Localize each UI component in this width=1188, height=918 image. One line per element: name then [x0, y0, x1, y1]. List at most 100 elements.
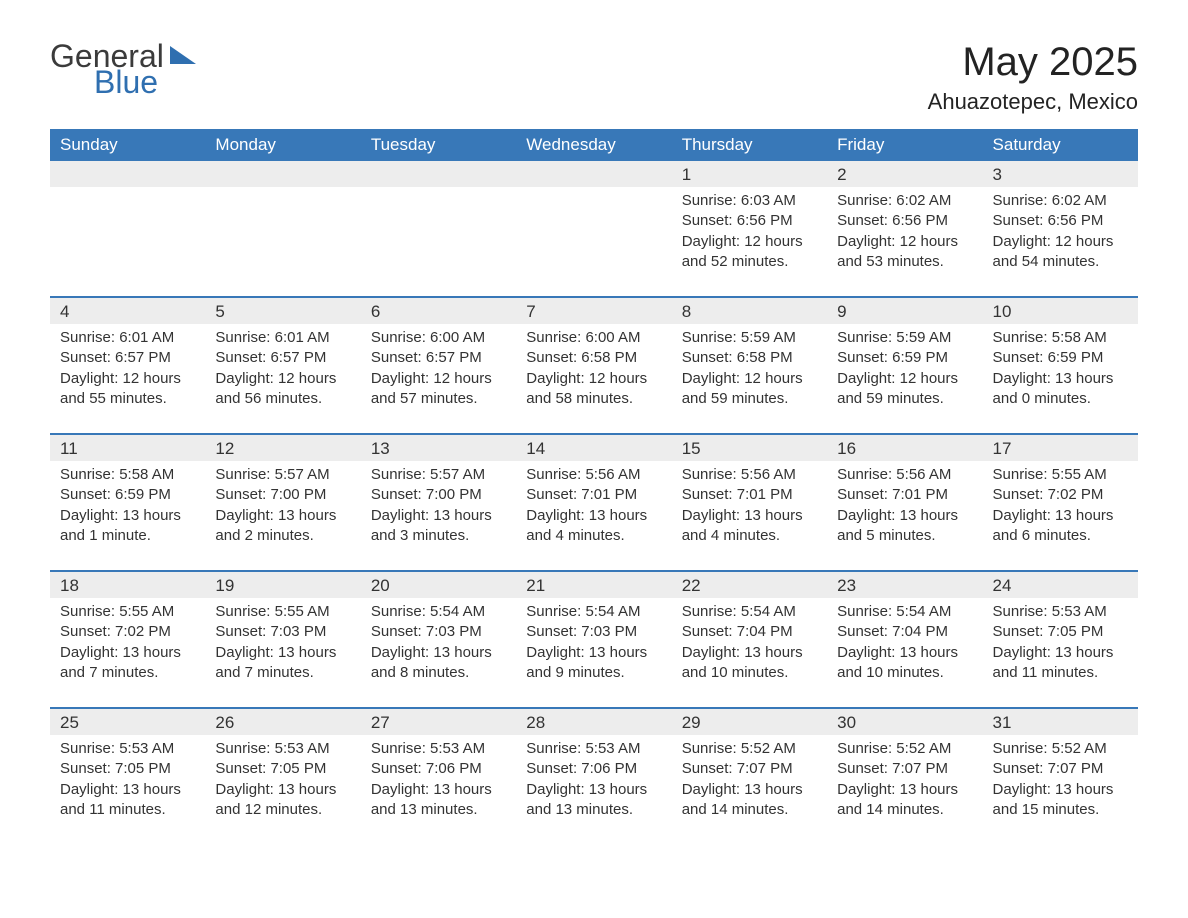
- day-cell: Sunrise: 5:54 AMSunset: 7:04 PMDaylight:…: [827, 598, 982, 708]
- day-cell: Sunrise: 5:56 AMSunset: 7:01 PMDaylight:…: [516, 461, 671, 571]
- day-cell: Sunrise: 5:58 AMSunset: 6:59 PMDaylight:…: [50, 461, 205, 571]
- sunrise-text: Sunrise: 5:52 AM: [837, 739, 972, 759]
- day-number: 9: [827, 298, 982, 324]
- empty-cell: [516, 187, 671, 297]
- day-cell: Sunrise: 6:01 AMSunset: 6:57 PMDaylight:…: [50, 324, 205, 434]
- daylight-text: Daylight: 13 hours and 11 minutes.: [993, 643, 1128, 684]
- day-cell: Sunrise: 5:55 AMSunset: 7:03 PMDaylight:…: [205, 598, 360, 708]
- daylight-text: Daylight: 13 hours and 6 minutes.: [993, 506, 1128, 547]
- sunrise-text: Sunrise: 6:02 AM: [837, 191, 972, 211]
- day-cell: Sunrise: 6:00 AMSunset: 6:58 PMDaylight:…: [516, 324, 671, 434]
- sunrise-text: Sunrise: 5:53 AM: [371, 739, 506, 759]
- day-body-row: Sunrise: 6:01 AMSunset: 6:57 PMDaylight:…: [50, 324, 1138, 434]
- sunrise-text: Sunrise: 5:56 AM: [837, 465, 972, 485]
- day-cell: Sunrise: 5:53 AMSunset: 7:06 PMDaylight:…: [516, 735, 671, 845]
- daylight-text: Daylight: 12 hours and 59 minutes.: [837, 369, 972, 410]
- day-number: 8: [672, 298, 827, 324]
- daylight-text: Daylight: 12 hours and 55 minutes.: [60, 369, 195, 410]
- sunrise-text: Sunrise: 5:54 AM: [371, 602, 506, 622]
- daylight-text: Daylight: 12 hours and 54 minutes.: [993, 232, 1128, 273]
- day-cell: Sunrise: 5:59 AMSunset: 6:59 PMDaylight:…: [827, 324, 982, 434]
- daylight-text: Daylight: 13 hours and 12 minutes.: [215, 780, 350, 821]
- day-number: 6: [361, 298, 516, 324]
- sunset-text: Sunset: 7:07 PM: [993, 759, 1128, 779]
- sunrise-text: Sunrise: 5:56 AM: [526, 465, 661, 485]
- dow-friday: Friday: [827, 129, 982, 161]
- empty-cell: [361, 161, 516, 187]
- daylight-text: Daylight: 13 hours and 10 minutes.: [837, 643, 972, 684]
- day-number: 12: [205, 435, 360, 461]
- day-cell: Sunrise: 5:54 AMSunset: 7:03 PMDaylight:…: [361, 598, 516, 708]
- daylight-text: Daylight: 13 hours and 14 minutes.: [837, 780, 972, 821]
- day-number: 13: [361, 435, 516, 461]
- sunrise-text: Sunrise: 6:00 AM: [526, 328, 661, 348]
- day-number: 14: [516, 435, 671, 461]
- day-number: 22: [672, 572, 827, 598]
- day-number: 18: [50, 572, 205, 598]
- daylight-text: Daylight: 13 hours and 2 minutes.: [215, 506, 350, 547]
- day-of-week-row: SundayMondayTuesdayWednesdayThursdayFrid…: [50, 129, 1138, 161]
- logo-text-block: General Blue: [50, 40, 164, 98]
- day-cell: Sunrise: 5:59 AMSunset: 6:58 PMDaylight:…: [672, 324, 827, 434]
- empty-cell: [50, 161, 205, 187]
- day-number: 26: [205, 709, 360, 735]
- daylight-text: Daylight: 12 hours and 53 minutes.: [837, 232, 972, 273]
- dow-saturday: Saturday: [983, 129, 1138, 161]
- day-cell: Sunrise: 5:58 AMSunset: 6:59 PMDaylight:…: [983, 324, 1138, 434]
- sunrise-text: Sunrise: 5:52 AM: [993, 739, 1128, 759]
- logo: General Blue: [50, 40, 196, 98]
- dow-sunday: Sunday: [50, 129, 205, 161]
- sunrise-text: Sunrise: 5:59 AM: [682, 328, 817, 348]
- day-cell: Sunrise: 5:55 AMSunset: 7:02 PMDaylight:…: [50, 598, 205, 708]
- day-number: 19: [205, 572, 360, 598]
- day-cell: Sunrise: 5:52 AMSunset: 7:07 PMDaylight:…: [827, 735, 982, 845]
- sunset-text: Sunset: 7:01 PM: [526, 485, 661, 505]
- header: General Blue May 2025 Ahuazotepec, Mexic…: [50, 40, 1138, 121]
- sunrise-text: Sunrise: 5:55 AM: [60, 602, 195, 622]
- day-number: 28: [516, 709, 671, 735]
- empty-cell: [205, 187, 360, 297]
- daylight-text: Daylight: 13 hours and 9 minutes.: [526, 643, 661, 684]
- daynum-row: 18192021222324: [50, 572, 1138, 598]
- day-cell: Sunrise: 5:54 AMSunset: 7:04 PMDaylight:…: [672, 598, 827, 708]
- day-number: 2: [827, 161, 982, 187]
- sunrise-text: Sunrise: 5:52 AM: [682, 739, 817, 759]
- sunrise-text: Sunrise: 6:03 AM: [682, 191, 817, 211]
- sunset-text: Sunset: 7:05 PM: [993, 622, 1128, 642]
- day-cell: Sunrise: 6:01 AMSunset: 6:57 PMDaylight:…: [205, 324, 360, 434]
- day-cell: Sunrise: 6:02 AMSunset: 6:56 PMDaylight:…: [983, 187, 1138, 297]
- sunset-text: Sunset: 7:05 PM: [60, 759, 195, 779]
- sunrise-text: Sunrise: 5:53 AM: [993, 602, 1128, 622]
- sunrise-text: Sunrise: 5:58 AM: [993, 328, 1128, 348]
- sunrise-text: Sunrise: 5:54 AM: [682, 602, 817, 622]
- day-cell: Sunrise: 5:53 AMSunset: 7:05 PMDaylight:…: [205, 735, 360, 845]
- sunrise-text: Sunrise: 5:59 AM: [837, 328, 972, 348]
- sunset-text: Sunset: 7:01 PM: [837, 485, 972, 505]
- logo-line2: Blue: [94, 66, 164, 98]
- daynum-row: 11121314151617: [50, 435, 1138, 461]
- daylight-text: Daylight: 13 hours and 0 minutes.: [993, 369, 1128, 410]
- day-number: 29: [672, 709, 827, 735]
- day-number: 27: [361, 709, 516, 735]
- day-number: 21: [516, 572, 671, 598]
- sunset-text: Sunset: 7:06 PM: [526, 759, 661, 779]
- day-number: 4: [50, 298, 205, 324]
- sunset-text: Sunset: 7:04 PM: [837, 622, 972, 642]
- sunrise-text: Sunrise: 5:57 AM: [215, 465, 350, 485]
- sunrise-text: Sunrise: 5:55 AM: [215, 602, 350, 622]
- sunset-text: Sunset: 7:03 PM: [371, 622, 506, 642]
- daylight-text: Daylight: 13 hours and 10 minutes.: [682, 643, 817, 684]
- sunset-text: Sunset: 6:58 PM: [682, 348, 817, 368]
- sunrise-text: Sunrise: 5:57 AM: [371, 465, 506, 485]
- dow-tuesday: Tuesday: [361, 129, 516, 161]
- title-block: May 2025 Ahuazotepec, Mexico: [928, 40, 1138, 121]
- daylight-text: Daylight: 13 hours and 15 minutes.: [993, 780, 1128, 821]
- day-cell: Sunrise: 5:52 AMSunset: 7:07 PMDaylight:…: [983, 735, 1138, 845]
- location: Ahuazotepec, Mexico: [928, 89, 1138, 115]
- daylight-text: Daylight: 13 hours and 11 minutes.: [60, 780, 195, 821]
- daylight-text: Daylight: 13 hours and 13 minutes.: [371, 780, 506, 821]
- sunset-text: Sunset: 7:03 PM: [215, 622, 350, 642]
- day-number: 25: [50, 709, 205, 735]
- dow-thursday: Thursday: [672, 129, 827, 161]
- day-number: 20: [361, 572, 516, 598]
